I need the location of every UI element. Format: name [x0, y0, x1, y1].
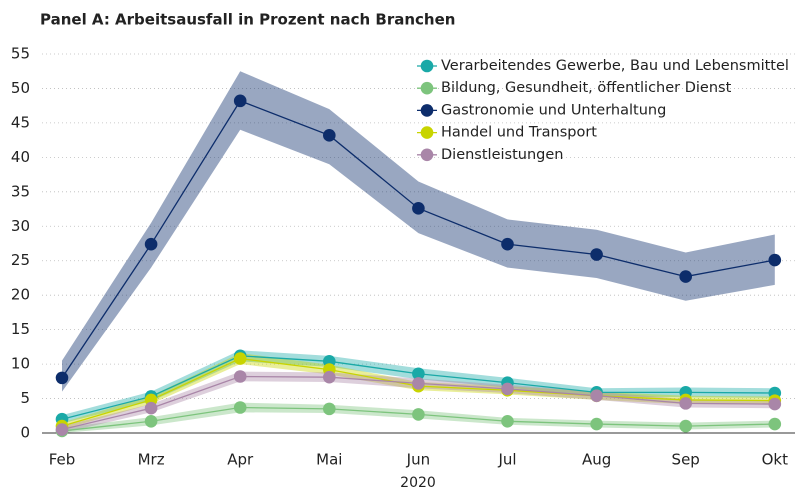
data-point	[233, 94, 247, 108]
y-tick-label: 35	[11, 182, 30, 200]
x-tick-label: Apr	[227, 451, 254, 469]
data-point	[412, 367, 425, 381]
x-tick-label: Feb	[49, 451, 76, 469]
x-tick-label: Sep	[672, 451, 700, 469]
data-point	[679, 397, 692, 410]
y-tick-label: 15	[11, 320, 30, 338]
data-point	[679, 270, 692, 283]
data-point	[144, 414, 158, 428]
data-point	[144, 401, 158, 415]
y-tick-label: 45	[11, 113, 30, 131]
legend-label: Dienstleistungen	[441, 147, 563, 163]
data-point	[233, 352, 247, 365]
data-point	[501, 382, 514, 396]
data-point	[233, 401, 247, 414]
x-tick-label: Mai	[316, 451, 342, 469]
data-point	[768, 417, 782, 431]
data-point	[590, 389, 603, 403]
data-point	[412, 202, 425, 215]
data-point	[55, 371, 69, 385]
data-point	[55, 423, 69, 436]
y-tick-label: 5	[20, 389, 30, 407]
legend-label: Bildung, Gesundheit, öffentlicher Dienst	[441, 80, 732, 96]
y-tick-label: 25	[11, 251, 30, 269]
data-point	[590, 248, 603, 261]
data-point	[768, 253, 782, 267]
x-tick-label: Mrz	[138, 451, 165, 469]
data-point	[144, 237, 158, 251]
data-point	[233, 370, 247, 383]
y-tick-label: 50	[11, 79, 30, 97]
x-axis-label: 2020	[400, 475, 436, 491]
x-tick-label: Aug	[582, 451, 611, 469]
y-tick-label: 20	[11, 286, 30, 304]
x-tick-label: Jul	[497, 451, 516, 469]
data-point	[590, 417, 603, 431]
legend-label: Handel und Transport	[441, 125, 597, 141]
data-point	[323, 402, 336, 416]
legend-label: Verarbeitendes Gewerbe, Bau und Lebensmi…	[441, 58, 789, 74]
data-point	[323, 129, 336, 142]
legend-label: Gastronomie und Unterhaltung	[441, 102, 666, 118]
data-point	[412, 377, 425, 390]
data-point	[323, 370, 336, 384]
y-tick-label: 55	[11, 45, 30, 63]
data-point	[501, 237, 514, 251]
y-tick-label: 40	[11, 148, 30, 166]
data-point	[679, 419, 692, 433]
y-tick-label: 0	[20, 424, 30, 442]
y-tick-label: 10	[11, 355, 30, 373]
data-point	[768, 397, 782, 411]
confidence-band	[62, 71, 775, 392]
y-tick-label: 30	[11, 217, 30, 235]
x-tick-label: Jun	[406, 451, 430, 469]
x-tick-label: Okt	[762, 451, 788, 469]
data-point	[501, 414, 514, 428]
chart-title: Panel A: Arbeitsausfall in Prozent nach …	[40, 11, 455, 29]
data-point	[412, 408, 425, 421]
